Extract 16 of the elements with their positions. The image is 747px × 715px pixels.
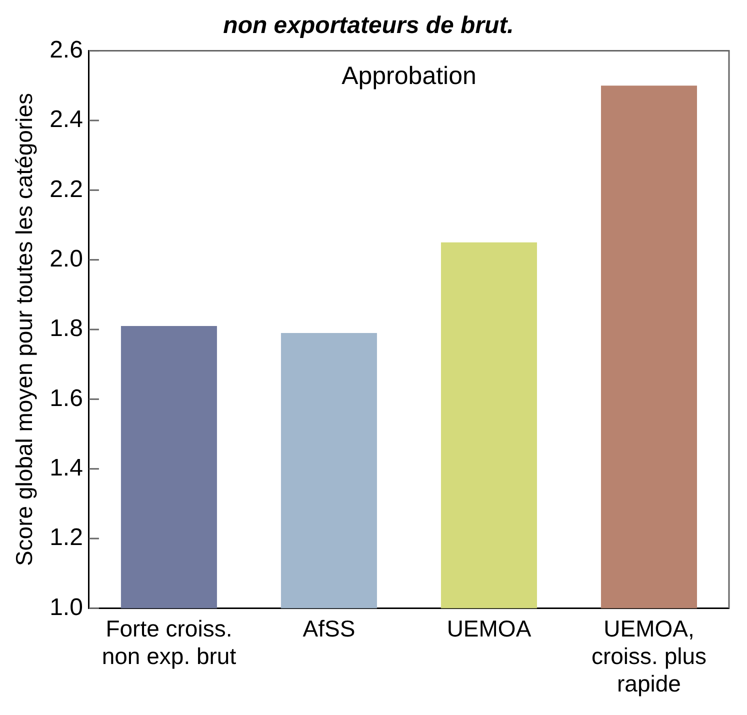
x-tick-label: UEMOA, croiss. plus rapide: [591, 615, 707, 697]
y-tick-label: 1.2: [50, 524, 83, 552]
chart-title: non exportateurs de brut.: [223, 12, 514, 40]
y-tick-label: 1.4: [50, 454, 83, 482]
x-tick-label: AfSS: [302, 615, 356, 642]
x-tick-label: Forte croiss. non exp. brut: [102, 615, 237, 669]
y-tick-label: 2.6: [50, 36, 83, 64]
y-tick-label: 2.2: [50, 176, 83, 203]
y-tick-label: 1.8: [50, 315, 83, 342]
y-tick-label: 2.0: [50, 245, 83, 272]
y-tick-label: 1.0: [50, 594, 83, 621]
y-tick-label: 1.6: [50, 384, 83, 412]
y-axis-title: Score global moyen pour toutes les catégories: [11, 92, 38, 566]
y-tick-label: 2.4: [50, 106, 83, 134]
x-tick-label: UEMOA: [446, 615, 532, 642]
annotation: Approbation: [342, 62, 476, 90]
